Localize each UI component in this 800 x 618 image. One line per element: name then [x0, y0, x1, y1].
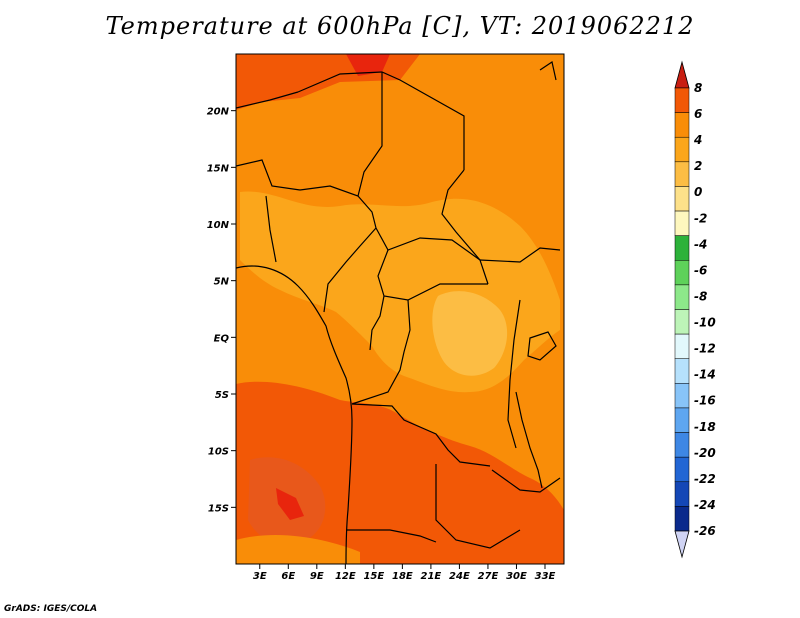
border-namibia	[346, 529, 437, 543]
colorbar-band	[674, 432, 690, 458]
colorbar-band	[674, 260, 690, 286]
lat-tick-label: 10S	[208, 447, 229, 458]
colorbar-label: -26	[694, 524, 716, 538]
lat-tick-label: 5S	[215, 390, 229, 401]
lon-tick-label: 21E	[421, 571, 442, 582]
lon-tick-label: 24E	[449, 571, 470, 582]
field-0-to-2-core	[432, 291, 508, 376]
lon-tick-label: 33E	[535, 571, 556, 582]
lat-tick-label: 15S	[208, 503, 229, 514]
colorbar-band	[674, 333, 690, 359]
map-frame	[235, 53, 565, 565]
colorbar-label: -6	[694, 263, 707, 277]
lat-tick-label: EQ	[214, 333, 230, 344]
colorbar-label: -24	[694, 498, 716, 512]
colorbar-band	[674, 456, 690, 483]
border-car-south	[377, 249, 488, 301]
country-borders	[236, 61, 561, 564]
field-6-to-8-sw	[276, 488, 304, 520]
border-congo	[369, 295, 385, 351]
colorbar-band	[674, 87, 690, 113]
border-niger-chad	[357, 72, 383, 197]
lon-tick-label: 3E	[253, 571, 267, 582]
colorbar-band	[674, 358, 690, 384]
border-north	[297, 71, 465, 170]
coastline	[236, 265, 353, 564]
field-2-to-4-south	[236, 535, 360, 564]
colorbar-band	[674, 284, 690, 310]
temperature-field	[236, 54, 564, 564]
colorbar-label: -12	[694, 342, 716, 356]
border-west	[236, 159, 301, 191]
colorbar-band	[674, 136, 690, 163]
border-south-sudan	[479, 247, 561, 263]
border-angola-drc	[351, 403, 491, 467]
border-nigeria	[299, 185, 377, 229]
colorbar-label: 0	[694, 185, 702, 199]
border-northwest	[236, 91, 299, 109]
field-6-to-8-north	[346, 54, 390, 76]
colorbar-band	[674, 186, 690, 212]
colorbar-band	[674, 235, 690, 261]
colorbar-label: -20	[694, 446, 716, 460]
colorbar-label: -2	[694, 211, 707, 225]
colorbar-top-arrow	[674, 60, 690, 89]
colorbar-label: 2	[694, 159, 702, 173]
colorbar-band	[674, 481, 690, 507]
border-drc-west	[351, 299, 411, 405]
colorbar-label: 6	[694, 107, 702, 121]
lake-tanganyika	[515, 391, 543, 489]
colorbar-label: -22	[694, 472, 716, 486]
lat-tick-label: 20N	[207, 107, 230, 118]
colorbar-label: -10	[694, 316, 716, 330]
lon-tick-label: 30E	[506, 571, 527, 582]
colorbar-label: 8	[694, 81, 702, 95]
lat-tick-label: 10N	[207, 220, 230, 231]
border-benin	[265, 195, 277, 263]
latitude-axis: 20N 15N 10N 5N EQ 5S 10S 15S	[207, 107, 236, 514]
colorbar-label: -14	[694, 368, 716, 382]
lon-tick-label: 18E	[392, 571, 413, 582]
colorbar-band	[674, 407, 690, 433]
lat-tick-label: 5N	[214, 277, 230, 288]
lon-tick-label: 15E	[363, 571, 384, 582]
border-malawi	[491, 469, 561, 493]
colorbar-band	[674, 210, 690, 236]
longitude-axis: 3E 6E 9E 12E 15E 18E 21E 24E 27E 30E 33E	[253, 564, 556, 582]
border-drc-east	[507, 299, 521, 449]
lake-victoria	[527, 331, 557, 361]
colorbar-band	[674, 161, 690, 187]
border-zambia	[435, 464, 521, 549]
lon-tick-label: 27E	[478, 571, 499, 582]
colorbar-band	[674, 112, 690, 138]
colorbar: 8 6 4 2 0 -2 -4 -6 -8 -10 -12 -14 -16 -18 -20 -22 -24 -26	[674, 60, 716, 559]
nile-outline	[539, 61, 557, 81]
colorbar-band	[674, 506, 690, 532]
border-car	[375, 227, 489, 285]
colorbar-label: -18	[694, 420, 716, 434]
colorbar-band	[674, 383, 690, 409]
colorbar-band	[674, 309, 690, 335]
border-cameroon	[323, 227, 377, 313]
border-chad-sudan	[441, 169, 481, 261]
lat-tick-label: 15N	[207, 163, 230, 174]
colorbar-label: -4	[694, 237, 707, 251]
colorbar-label: -8	[694, 289, 707, 303]
map-title: Temperature at 600hPa [C], VT: 201906221…	[105, 12, 695, 40]
lon-tick-label: 9E	[310, 571, 324, 582]
lon-tick-label: 6E	[281, 571, 295, 582]
grads-credit: GrADS: IGES/COLA	[4, 604, 98, 614]
lon-tick-label: 12E	[335, 571, 356, 582]
colorbar-bottom-arrow	[674, 530, 690, 559]
colorbar-label: -16	[694, 394, 716, 408]
colorbar-label: 4	[693, 133, 702, 147]
